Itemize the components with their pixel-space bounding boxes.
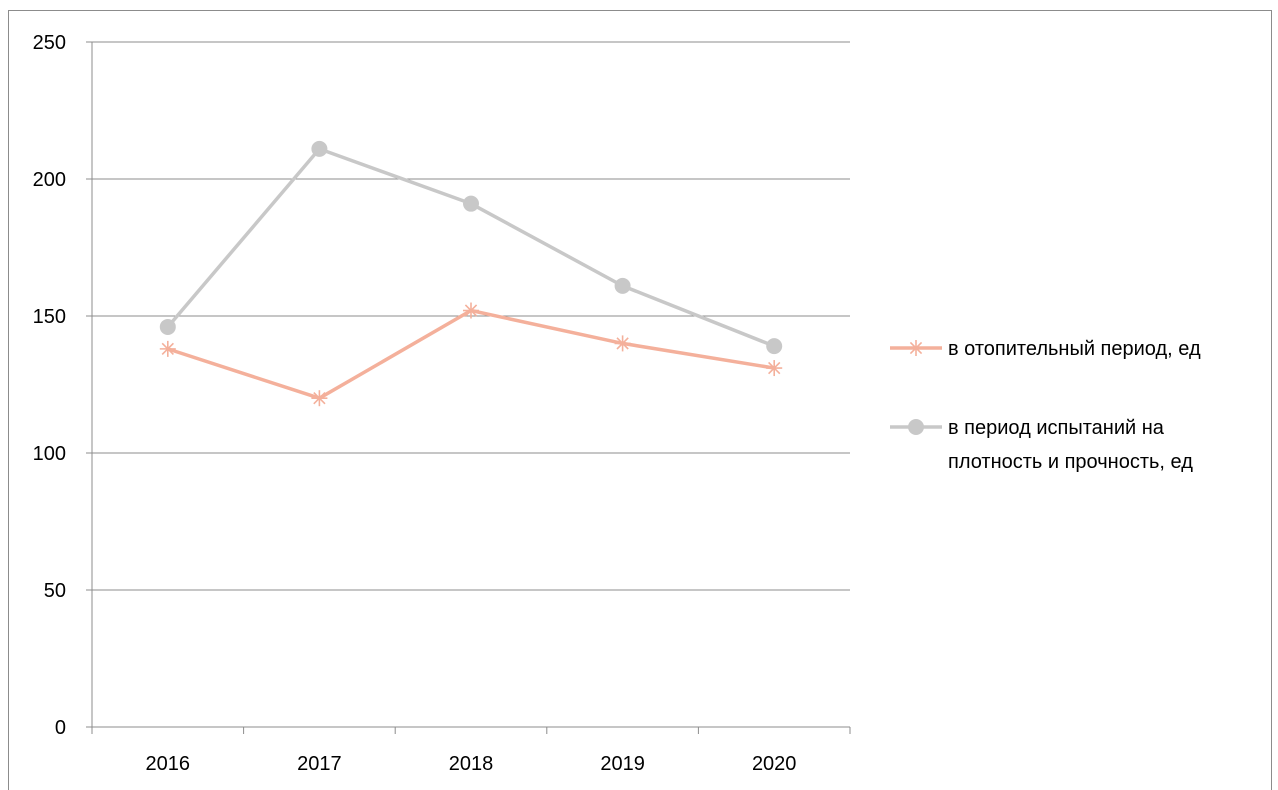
data-point-series-1 — [159, 340, 176, 357]
y-tick-label: 150 — [33, 306, 66, 328]
data-point-series-1 — [463, 302, 479, 319]
x-tick-label: 2018 — [449, 753, 494, 775]
y-tick-label: 50 — [44, 580, 66, 602]
chart-frame — [8, 10, 1272, 790]
series-line-1 — [166, 308, 776, 400]
data-point-series-2 — [463, 195, 479, 212]
legend-label-series-1: в отопительный период, ед — [948, 338, 1201, 360]
data-point-series-2 — [614, 277, 631, 294]
y-tick-label: 100 — [33, 443, 66, 465]
x-tick-label: 2019 — [600, 753, 645, 775]
legend-label-series-2-line-1: в период испытаний на — [948, 417, 1165, 439]
data-point-series-1 — [614, 335, 631, 352]
data-point-series-1 — [311, 390, 328, 407]
x-tick-label: 2020 — [752, 753, 797, 775]
data-point-series-1 — [766, 360, 783, 377]
data-point-series-2 — [766, 338, 783, 355]
y-tick-label: 0 — [55, 717, 66, 739]
legend-marker-series-1 — [908, 340, 924, 356]
y-tick-label: 200 — [33, 169, 66, 191]
legend-label-series-2-line-2: плотность и прочность, ед — [948, 451, 1193, 473]
data-point-series-2 — [159, 318, 176, 335]
x-tick-label: 2017 — [297, 753, 342, 775]
x-tick-label: 2016 — [146, 753, 191, 775]
data-point-series-2 — [311, 140, 328, 157]
y-tick-label: 250 — [33, 32, 66, 54]
legend-marker-series-2 — [908, 419, 924, 435]
